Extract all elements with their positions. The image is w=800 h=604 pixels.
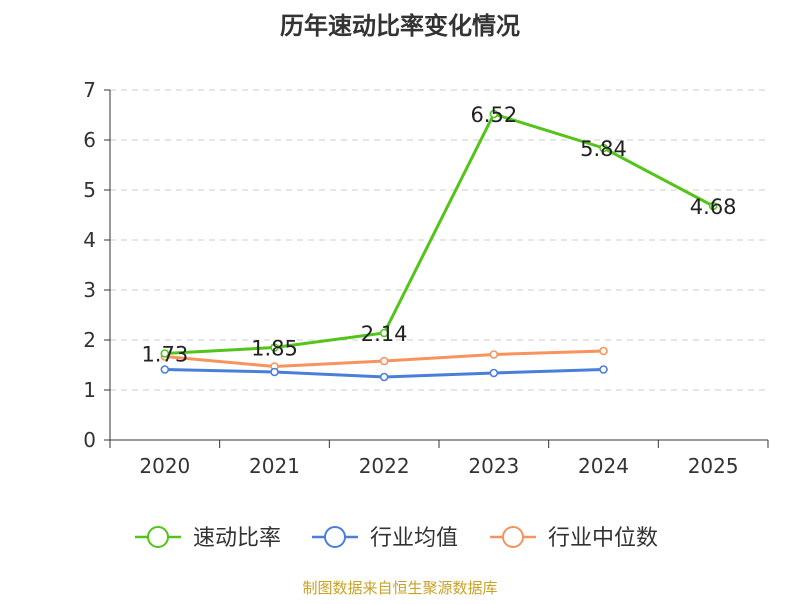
gridlines [110, 89, 768, 391]
legend-circle-icon [324, 526, 346, 548]
data-point-0 [160, 349, 170, 358]
y-tick-label: 4 [83, 228, 96, 252]
data-labels: 1.73 1.85 2.14 6.52 5.84 4.68 [141, 103, 736, 367]
data-point-0 [599, 143, 608, 153]
x-tick-label: 2020 [139, 454, 190, 478]
data-label: 4.68 [690, 195, 737, 219]
legend-label: 行业均值 [370, 526, 458, 551]
y-tick-label: 6 [83, 128, 96, 152]
y-tick-label: 5 [83, 178, 96, 202]
data-label: 2.14 [361, 322, 408, 346]
data-point-2 [599, 346, 608, 356]
x-tick-label: 2021 [249, 454, 300, 478]
series-line-0 [164, 112, 714, 355]
y-tick-label: 2 [83, 328, 96, 352]
chart-title: 历年速动比率变化情况 [280, 12, 520, 40]
data-label: 6.52 [470, 103, 517, 127]
x-tick-label: 2022 [359, 454, 410, 478]
x-tick-label: 2025 [688, 454, 739, 478]
data-point-1 [379, 372, 389, 382]
legend-item-2[interactable]: 行业中位数 [490, 526, 658, 551]
data-point-1 [489, 368, 499, 378]
data-point-1 [270, 367, 279, 377]
data-point-2 [379, 356, 389, 366]
data-point-0 [708, 201, 718, 211]
data-label: 1.85 [251, 337, 298, 361]
data-label: 1.73 [141, 343, 188, 367]
x-tick-label: 2023 [468, 454, 519, 478]
legend-item-1[interactable]: 行业均值 [312, 526, 458, 551]
legend-label: 速动比率 [193, 526, 281, 551]
legend-circle-icon [502, 526, 524, 548]
data-point-0 [489, 109, 499, 119]
legend: 速动比率 行业均值 行业中位数 [135, 526, 658, 551]
y-tick-label: 3 [83, 278, 96, 302]
series [160, 109, 718, 382]
legend-item-0[interactable]: 速动比率 [135, 526, 281, 551]
data-point-1 [599, 365, 608, 374]
axes: 0 1 2 3 4 5 6 7 2020 2021 2022 2023 2024 2025 [83, 78, 769, 478]
y-tick-label: 7 [83, 78, 96, 102]
data-label: 5.84 [580, 137, 627, 161]
legend-label: 行业中位数 [548, 526, 658, 551]
legend-circle-icon [147, 526, 169, 548]
data-point-0 [270, 343, 279, 352]
y-tick-label: 0 [83, 428, 96, 452]
data-point-1 [160, 365, 170, 374]
source-note: 制图数据来自恒生聚源数据库 [302, 579, 497, 597]
data-point-0 [379, 328, 389, 338]
x-tick-label: 2024 [578, 454, 629, 478]
data-point-2 [489, 350, 499, 359]
y-tick-label: 1 [83, 378, 96, 402]
